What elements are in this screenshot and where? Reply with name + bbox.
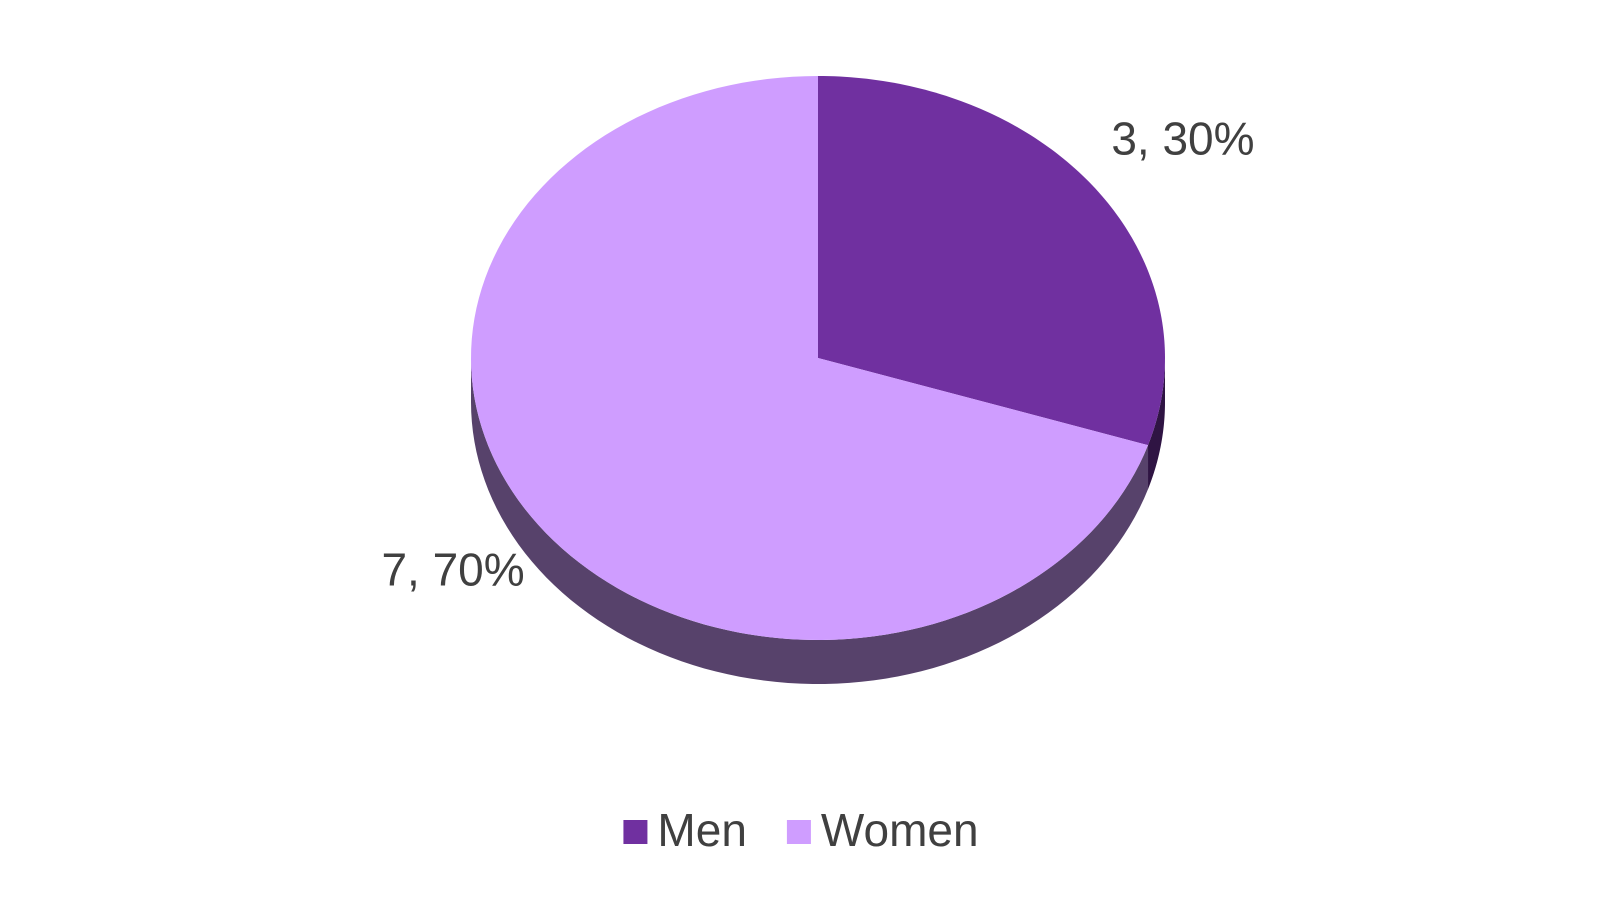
legend-swatch xyxy=(623,820,648,844)
data-label: 7, 70% xyxy=(381,544,524,596)
data-label: 3, 30% xyxy=(1111,113,1254,165)
legend-swatch xyxy=(786,820,811,844)
slice xyxy=(818,76,1165,446)
legend-label: Men xyxy=(657,804,746,856)
slice xyxy=(471,76,1149,640)
pie: 3, 30% 7, 70% xyxy=(381,76,1255,684)
slice-side xyxy=(1148,358,1165,490)
legend: Men Women xyxy=(623,804,979,856)
legend-label: Women xyxy=(821,804,979,856)
slice-side xyxy=(471,358,1149,684)
